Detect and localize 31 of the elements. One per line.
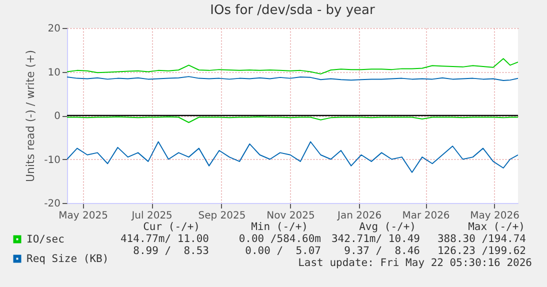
line-series bbox=[67, 58, 518, 74]
y-tick-label: 10 bbox=[48, 67, 60, 78]
text: Last update: Fri May 22 05:30:16 2026 bbox=[298, 257, 532, 269]
y-tick-label: -10 bbox=[44, 154, 60, 166]
text: 8.99 / 8.53 bbox=[133, 245, 209, 257]
text: Avg (-/+) bbox=[359, 221, 416, 233]
x-tick-label: Jan 2026 bbox=[336, 210, 382, 222]
line-series bbox=[67, 141, 518, 173]
text: 388.30 /194.74 bbox=[437, 233, 526, 245]
text: 126.23 /199.62 bbox=[437, 245, 526, 257]
x-tick-label: Mar 2026 bbox=[402, 210, 450, 222]
x-tick-label: Jul 2025 bbox=[130, 210, 172, 222]
x-tick-label: Nov 2025 bbox=[266, 210, 315, 222]
text: 342.71m/ 10.49 bbox=[331, 233, 420, 245]
x-tick-label: May 2026 bbox=[470, 210, 520, 222]
text: 414.77m/ 11.00 bbox=[120, 233, 209, 245]
legend-label: Req Size (KB) bbox=[26, 252, 109, 265]
text: 9.37 / 8.46 bbox=[344, 245, 420, 257]
x-tick-label: Sep 2025 bbox=[198, 210, 246, 222]
text: 0.00 /584.60m bbox=[238, 233, 321, 245]
text: 0.00 / 5.07 bbox=[245, 245, 321, 257]
y-tick-label: 20 bbox=[48, 24, 60, 34]
chart-title: IOs for /dev/sda - by year bbox=[210, 3, 376, 18]
text: Min (-/+) bbox=[251, 221, 308, 233]
x-tick-label: May 2025 bbox=[58, 210, 108, 222]
y-tick-label: -20 bbox=[44, 198, 60, 210]
y-tick-label: 0 bbox=[54, 111, 60, 122]
text: Max (-/+) bbox=[468, 221, 525, 233]
text: Cur (-/+) bbox=[143, 221, 200, 233]
legend-label: IO/sec bbox=[26, 233, 64, 246]
y-axis-title: Units read (-) / write (+) bbox=[24, 50, 38, 182]
